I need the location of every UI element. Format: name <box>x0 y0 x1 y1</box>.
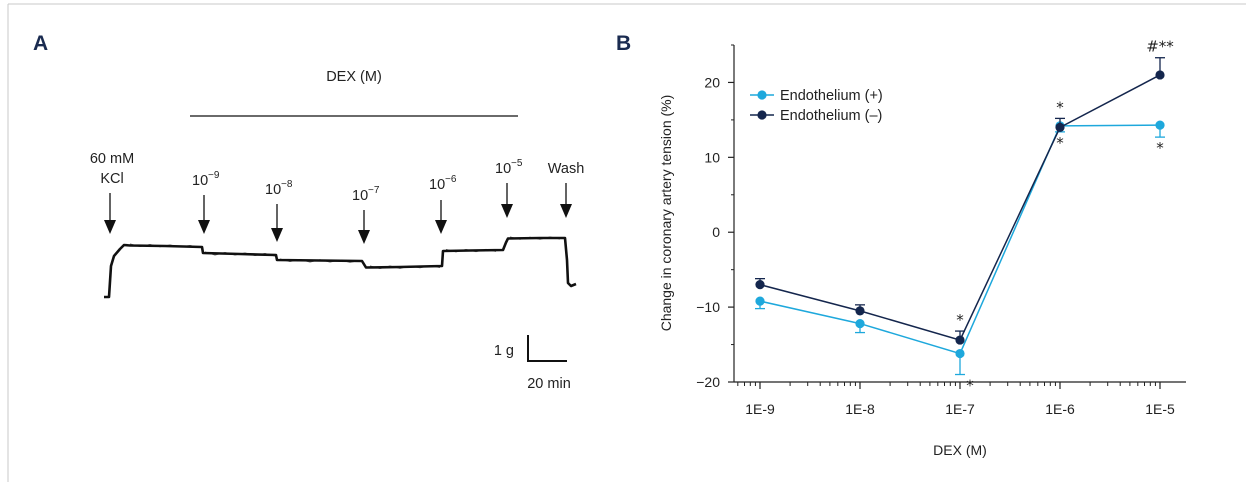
y-tick-label: 10 <box>704 149 720 165</box>
arrow-kcl <box>104 193 116 234</box>
kcl-label-line2: KCl <box>100 171 123 187</box>
dose-exp-3: −7 <box>368 185 380 196</box>
legend-label: Endothelium (–) <box>780 108 882 124</box>
y-axis-title: Change in coronary artery tension (%) <box>658 95 674 332</box>
dose-base-3: 10 <box>352 188 368 204</box>
arrow-wash <box>560 183 572 218</box>
wash-label: Wash <box>548 161 585 177</box>
y-tick-label: 20 <box>704 74 720 90</box>
kcl-label-line1: 60 mM <box>90 151 134 167</box>
arrow-dose-5 <box>501 183 513 218</box>
dose-label-1: 10 −9 <box>192 170 220 189</box>
dose-exp-2: −8 <box>281 179 293 190</box>
dose-base-4: 10 <box>429 177 445 193</box>
endothelium-minus-point <box>755 280 765 290</box>
dose-exp-1: −9 <box>208 170 220 181</box>
legend-label: Endothelium (+) <box>780 88 883 104</box>
x-tick-label: 1E-5 <box>1145 401 1175 417</box>
chart-b: −20 −10 0 10 20 1E-9 1E-8 1E-7 1E-6 1E-5 DEX (M) Ch… <box>658 38 1186 458</box>
dose-base-1: 10 <box>192 173 208 189</box>
significance-marker: * <box>1056 134 1064 152</box>
trace-noise <box>129 236 561 270</box>
significance-marker: * <box>1156 139 1164 157</box>
x-tick-label: 1E-9 <box>745 401 775 417</box>
dose-exp-5: −5 <box>511 158 523 169</box>
endothelium-minus-point <box>1055 122 1065 132</box>
dose-base-2: 10 <box>265 182 281 198</box>
x-axis-title: DEX (M) <box>933 442 987 458</box>
dose-label-3: 10 −7 <box>352 185 380 204</box>
panel-a-letter: A <box>33 32 48 55</box>
dose-label-4: 10 −6 <box>429 174 457 193</box>
significance-marker: #** <box>1146 38 1174 56</box>
tension-trace <box>104 236 577 299</box>
y-tick-label: −10 <box>696 299 720 315</box>
panel-b-letter: B <box>616 32 631 55</box>
significance-marker: * <box>966 377 974 395</box>
significance-marker: * <box>956 311 964 329</box>
significance-marker: * <box>1056 98 1064 116</box>
endothelium-minus-point <box>955 335 965 345</box>
x-tick-label: 1E-7 <box>945 401 975 417</box>
endothelium-plus-point <box>955 348 965 359</box>
dose-base-5: 10 <box>495 161 511 177</box>
endothelium-plus-point <box>1155 120 1165 130</box>
dose-label-5: 10 −5 <box>495 158 523 177</box>
x-tick-label: 1E-6 <box>1045 401 1075 417</box>
panel-b: B −20 −10 0 10 20 1E-9 1E-8 1E-7 1E-6 1E-5 DEX (M)… <box>616 32 1186 458</box>
arrow-dose-4 <box>435 200 447 234</box>
scale-time-label: 20 min <box>527 376 571 392</box>
y-tick-label: −20 <box>696 374 720 390</box>
legend-marker <box>757 90 767 100</box>
drug-label: DEX (M) <box>326 69 382 85</box>
arrow-dose-2 <box>271 204 283 242</box>
scale-bar: 1 g 20 min <box>494 335 571 392</box>
legend-marker <box>757 110 767 120</box>
arrow-dose-3 <box>358 210 370 244</box>
arrow-dose-1 <box>198 195 210 234</box>
dose-label-2: 10 −8 <box>265 179 293 198</box>
panel-a: A DEX (M) 60 mM KCl 10 −9 10 −8 10 −7 10… <box>33 32 584 392</box>
scale-tension-label: 1 g <box>494 343 514 359</box>
endothelium-plus-point <box>855 318 865 329</box>
endothelium-minus-point <box>1155 70 1165 80</box>
endothelium-minus-point <box>855 306 865 316</box>
x-tick-label: 1E-8 <box>845 401 875 417</box>
dose-exp-4: −6 <box>445 174 457 185</box>
y-tick-label: 0 <box>712 224 720 240</box>
endothelium-plus-point <box>755 296 765 306</box>
